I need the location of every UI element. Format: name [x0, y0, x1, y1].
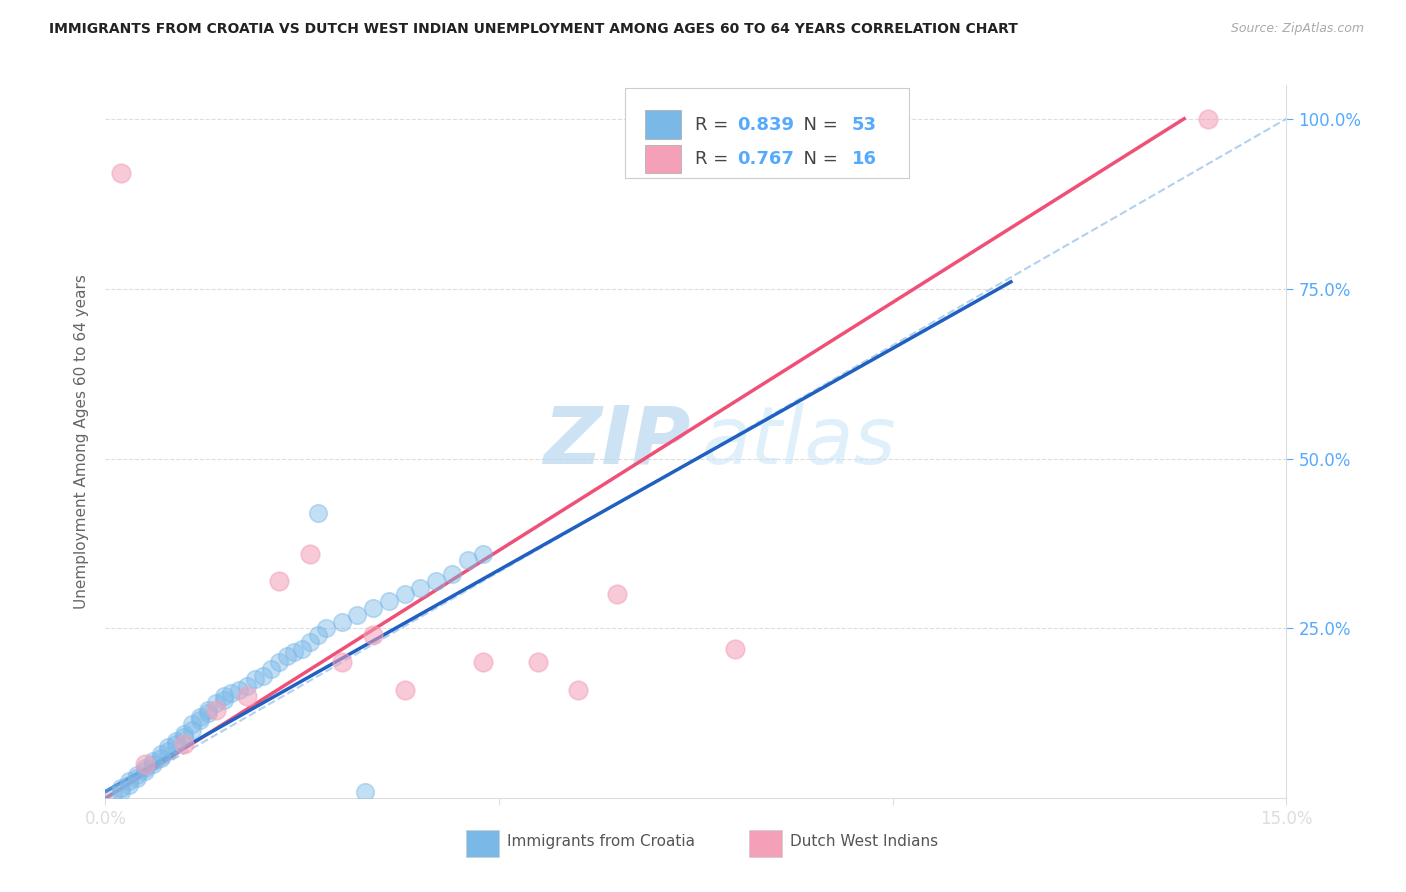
Text: 0.839: 0.839	[737, 116, 794, 134]
Point	[134, 761, 156, 775]
Point	[125, 771, 148, 785]
Point	[457, 553, 479, 567]
Point	[110, 784, 132, 798]
Point	[267, 574, 290, 588]
Point	[236, 690, 259, 704]
Point	[260, 662, 283, 676]
Point	[212, 693, 235, 707]
Text: Dutch West Indians: Dutch West Indians	[790, 834, 939, 848]
Point	[361, 601, 384, 615]
Text: ZIP: ZIP	[543, 402, 690, 481]
Point	[165, 733, 187, 747]
Point	[409, 581, 432, 595]
Point	[110, 166, 132, 180]
Point	[315, 622, 337, 636]
Point	[243, 673, 266, 687]
Point	[724, 641, 747, 656]
Point	[181, 723, 204, 738]
Text: 0.767: 0.767	[737, 150, 794, 169]
Text: IMMIGRANTS FROM CROATIA VS DUTCH WEST INDIAN UNEMPLOYMENT AMONG AGES 60 TO 64 YE: IMMIGRANTS FROM CROATIA VS DUTCH WEST IN…	[49, 22, 1018, 37]
Point	[212, 690, 235, 704]
Point	[267, 656, 290, 670]
Text: 53: 53	[852, 116, 877, 134]
Point	[425, 574, 447, 588]
Point	[291, 641, 314, 656]
Point	[307, 506, 329, 520]
Point	[283, 645, 305, 659]
Point	[228, 682, 250, 697]
Point	[204, 696, 226, 710]
Point	[188, 713, 211, 727]
Point	[606, 587, 628, 601]
Point	[157, 740, 180, 755]
FancyBboxPatch shape	[749, 830, 782, 857]
Point	[142, 754, 165, 768]
Text: N =: N =	[792, 150, 844, 169]
Text: atlas: atlas	[702, 402, 897, 481]
FancyBboxPatch shape	[645, 145, 681, 173]
Point	[378, 594, 401, 608]
Point	[118, 778, 141, 792]
Text: Source: ZipAtlas.com: Source: ZipAtlas.com	[1230, 22, 1364, 36]
Point	[204, 703, 226, 717]
Point	[236, 679, 259, 693]
Point	[567, 682, 589, 697]
Point	[103, 788, 125, 802]
Text: R =: R =	[695, 116, 734, 134]
Point	[527, 656, 550, 670]
Point	[361, 628, 384, 642]
Point	[394, 587, 416, 601]
FancyBboxPatch shape	[626, 88, 908, 178]
Point	[157, 744, 180, 758]
Point	[330, 656, 353, 670]
Y-axis label: Unemployment Among Ages 60 to 64 years: Unemployment Among Ages 60 to 64 years	[73, 274, 89, 609]
Point	[1197, 112, 1219, 126]
Text: Immigrants from Croatia: Immigrants from Croatia	[508, 834, 695, 848]
Point	[149, 747, 172, 761]
Point	[197, 706, 219, 721]
Point	[299, 547, 322, 561]
Point	[165, 737, 187, 751]
Point	[110, 781, 132, 796]
Text: N =: N =	[792, 116, 844, 134]
Point	[149, 750, 172, 764]
FancyBboxPatch shape	[645, 111, 681, 139]
Point	[173, 737, 195, 751]
Point	[276, 648, 298, 663]
Point	[440, 567, 463, 582]
Point	[134, 764, 156, 779]
Point	[188, 710, 211, 724]
Point	[354, 784, 377, 798]
Point	[125, 767, 148, 781]
Point	[394, 682, 416, 697]
Point	[252, 669, 274, 683]
Point	[142, 757, 165, 772]
Point	[346, 607, 368, 622]
Point	[173, 730, 195, 744]
Point	[299, 635, 322, 649]
Point	[181, 716, 204, 731]
Point	[307, 628, 329, 642]
Point	[330, 615, 353, 629]
Point	[197, 703, 219, 717]
Point	[173, 727, 195, 741]
Text: R =: R =	[695, 150, 734, 169]
Point	[472, 547, 495, 561]
Text: 16: 16	[852, 150, 877, 169]
Point	[118, 774, 141, 789]
Point	[134, 757, 156, 772]
FancyBboxPatch shape	[465, 830, 499, 857]
Point	[221, 686, 243, 700]
Point	[472, 656, 495, 670]
